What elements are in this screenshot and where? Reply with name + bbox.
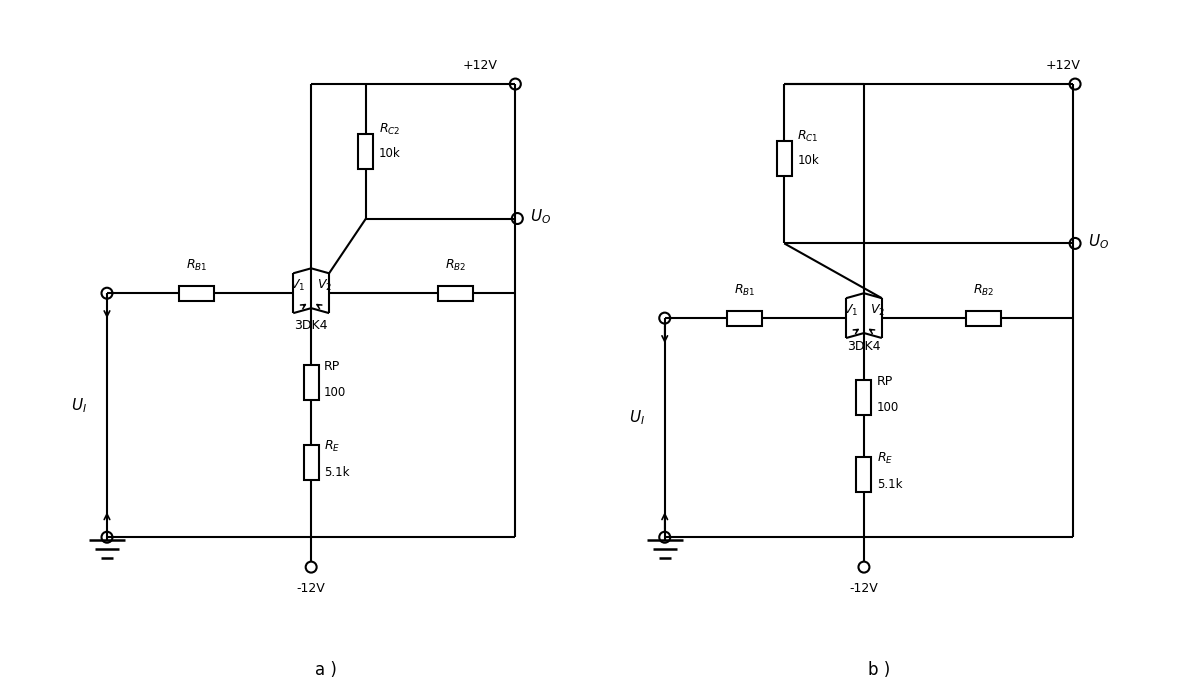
Text: $U_O$: $U_O$ xyxy=(1088,232,1110,251)
Bar xyxy=(304,445,318,480)
Text: $R_E$: $R_E$ xyxy=(877,451,894,466)
Text: $R_{B1}$: $R_{B1}$ xyxy=(186,258,208,273)
Text: 100: 100 xyxy=(877,401,900,414)
Text: $V_2$: $V_2$ xyxy=(317,278,333,293)
Text: -12V: -12V xyxy=(849,582,878,595)
Text: a ): a ) xyxy=(315,660,337,678)
Text: +12V: +12V xyxy=(464,59,498,72)
Text: +12V: +12V xyxy=(1046,59,1081,72)
Text: -12V: -12V xyxy=(297,582,325,595)
Text: $R_{B1}$: $R_{B1}$ xyxy=(734,283,755,298)
Bar xyxy=(358,134,374,168)
Text: 5.1k: 5.1k xyxy=(324,466,349,479)
Bar xyxy=(966,310,1000,326)
Bar xyxy=(856,380,872,415)
Text: 10k: 10k xyxy=(797,155,819,167)
Bar xyxy=(856,457,872,492)
Bar xyxy=(304,365,318,401)
Text: 10k: 10k xyxy=(378,147,401,160)
Text: 100: 100 xyxy=(324,386,346,399)
Text: $U_I$: $U_I$ xyxy=(71,396,86,414)
Text: 3DK4: 3DK4 xyxy=(294,319,328,331)
Text: $U_O$: $U_O$ xyxy=(531,207,551,226)
Text: $R_{C2}$: $R_{C2}$ xyxy=(378,122,400,137)
Text: $V_1$: $V_1$ xyxy=(843,303,858,317)
Text: $R_{B2}$: $R_{B2}$ xyxy=(444,258,466,273)
Text: $U_I$: $U_I$ xyxy=(629,408,645,427)
Text: RP: RP xyxy=(324,360,340,374)
Text: RP: RP xyxy=(877,376,894,388)
Text: $R_{B2}$: $R_{B2}$ xyxy=(973,283,994,298)
Text: b ): b ) xyxy=(868,660,890,678)
Bar xyxy=(179,286,214,301)
Text: $R_E$: $R_E$ xyxy=(324,439,340,454)
Text: $V_1$: $V_1$ xyxy=(289,278,305,293)
Text: $R_{C1}$: $R_{C1}$ xyxy=(797,130,819,144)
Bar xyxy=(727,310,761,326)
Text: 3DK4: 3DK4 xyxy=(847,340,880,353)
Text: 5.1k: 5.1k xyxy=(877,478,902,491)
Text: $V_2$: $V_2$ xyxy=(870,303,885,317)
Bar xyxy=(777,141,791,176)
Bar xyxy=(438,286,473,301)
